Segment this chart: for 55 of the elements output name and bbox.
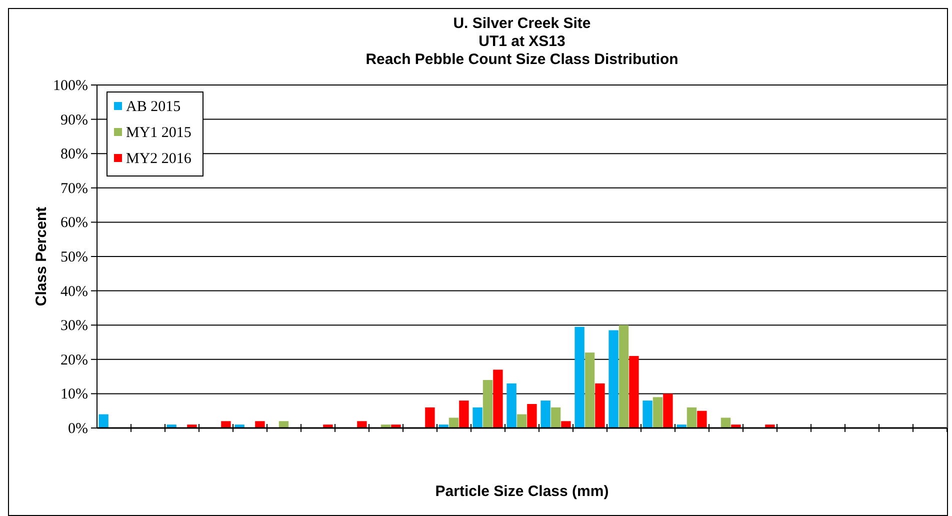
bar (720, 418, 731, 428)
y-tick-label: 10% (60, 386, 88, 403)
bar (663, 394, 673, 428)
bar (234, 424, 244, 428)
y-tick-label: 50% (60, 250, 88, 266)
bar (255, 421, 265, 428)
bar (629, 356, 639, 428)
y-tick-label: 60% (60, 215, 88, 232)
bar (697, 410, 707, 428)
bar (574, 326, 584, 428)
bar (595, 383, 605, 428)
y-tick-label: 30% (60, 318, 88, 334)
bar (527, 404, 537, 428)
bar (642, 400, 652, 428)
bar (561, 421, 571, 428)
bar (731, 424, 741, 428)
bar (187, 424, 197, 428)
bar (357, 421, 367, 428)
bar (98, 414, 108, 428)
bar (323, 424, 333, 428)
bar (506, 383, 516, 428)
bar (425, 407, 435, 428)
bar (652, 397, 663, 428)
bar (278, 421, 289, 428)
bar (618, 325, 629, 428)
y-tick-label: 70% (60, 180, 88, 197)
bar (166, 424, 176, 428)
bar (584, 352, 595, 428)
bar (221, 421, 231, 428)
bar (448, 418, 459, 428)
y-tick-label: 40% (60, 284, 88, 300)
bar (765, 424, 775, 428)
bar (516, 414, 527, 428)
bar (482, 380, 493, 428)
bar (391, 424, 401, 428)
bar (459, 400, 469, 428)
bar (676, 424, 686, 428)
y-tick-label: 100% (53, 78, 88, 94)
y-tick-label: 0% (68, 421, 88, 437)
bar (438, 424, 448, 428)
bar (550, 407, 561, 428)
bar (472, 407, 482, 428)
legend-label: AB 2015 (126, 99, 181, 115)
y-tick-label: 80% (60, 146, 88, 163)
y-axis-title: Class Percent (33, 206, 50, 306)
bar (540, 400, 550, 428)
bar (493, 370, 503, 428)
bar (608, 330, 618, 428)
legend-label: MY2 2016 (126, 151, 192, 167)
legend-label: MY1 2015 (126, 125, 192, 141)
bar (686, 407, 697, 428)
y-tick-label: 90% (60, 112, 88, 128)
chart-title: U. Silver Creek Site UT1 at XS13 Reach Pebble Count Size Class Distribution (366, 15, 678, 68)
x-axis-title: Particle Size Class (mm) (435, 483, 609, 500)
y-tick-label: 20% (60, 352, 88, 368)
